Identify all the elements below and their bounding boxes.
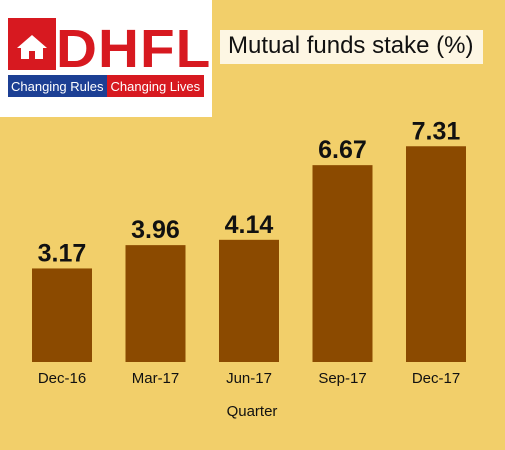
logo-wordmark: DHFL <box>56 19 212 79</box>
logo-tagline: Changing Rules Changing Lives <box>8 75 204 97</box>
data-label-dec-16: 3.17 <box>38 239 87 267</box>
x-tick-label-sep-17: Sep-17 <box>318 370 366 387</box>
bar-dec-16 <box>32 268 92 362</box>
bar-mar-17 <box>125 245 186 362</box>
chart-title: Mutual funds stake (%) <box>220 30 484 64</box>
house-icon <box>8 18 56 70</box>
x-tick-label-dec-16: Dec-16 <box>38 370 86 387</box>
x-axis-label: Quarter <box>227 403 278 420</box>
dhfl-logo: DHFL Changing Rules Changing Lives <box>0 0 212 117</box>
x-tick-label-jun-17: Jun-17 <box>226 370 272 387</box>
x-tick-label-mar-17: Mar-17 <box>132 370 180 387</box>
logo-tagline-right: Changing Lives <box>106 75 204 97</box>
bar-sep-17 <box>312 165 373 362</box>
data-label-mar-17: 3.96 <box>131 216 180 244</box>
logo-tagline-left: Changing Rules <box>11 78 104 94</box>
bar-jun-17 <box>219 239 279 362</box>
x-tick-label-dec-17: Dec-17 <box>412 370 460 387</box>
bar-dec-17 <box>406 146 466 362</box>
data-label-sep-17: 6.67 <box>318 136 367 164</box>
data-label-jun-17: 4.14 <box>225 211 274 239</box>
data-label-dec-17: 7.31 <box>412 117 461 145</box>
